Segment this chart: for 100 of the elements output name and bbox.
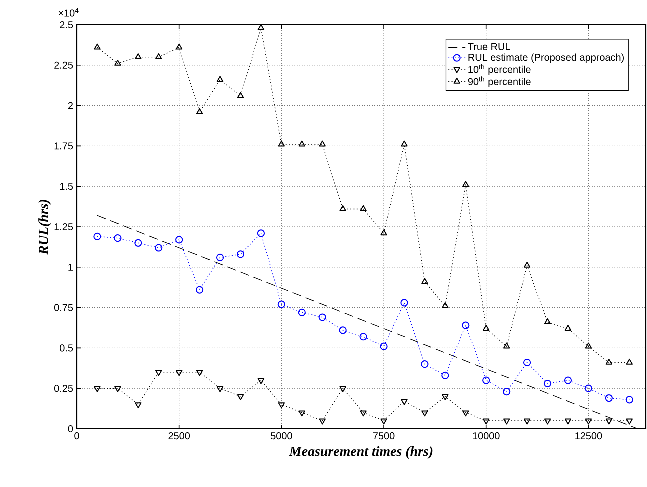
point (380, 418, 388, 425)
point (236, 250, 245, 258)
y-tick-label: 0.75 (54, 304, 74, 312)
point (237, 394, 244, 400)
point (278, 140, 286, 147)
x-tick-label: 10000 (473, 432, 500, 440)
point (462, 181, 470, 188)
point (135, 402, 142, 409)
point (422, 410, 428, 417)
point (94, 232, 102, 240)
point (482, 376, 490, 384)
point (196, 108, 204, 114)
y-tick-label: 0 (68, 425, 74, 433)
point (503, 388, 511, 396)
x-axis-title: Measurement times (hrs) (289, 446, 433, 460)
point (339, 326, 347, 334)
point (564, 325, 572, 331)
y-tick-label: 2.25 (54, 62, 74, 69)
point (278, 300, 286, 308)
text: ×10$^{4}$ (58, 8, 79, 17)
point (605, 394, 613, 402)
legend-label: 10$^{th}$ percentile (468, 64, 531, 76)
point (360, 410, 367, 417)
y-tick-label: 2 (68, 102, 73, 110)
point (585, 418, 592, 425)
point (606, 358, 613, 365)
point (524, 418, 531, 425)
point (196, 286, 204, 294)
point (400, 299, 408, 307)
point (155, 244, 163, 252)
point (340, 386, 346, 392)
point (483, 325, 490, 331)
point (135, 54, 142, 60)
point (401, 140, 408, 147)
legend-label: 90$^{th}$ percentile (468, 76, 531, 88)
point (257, 230, 266, 238)
y-tick-label: 0.25 (54, 385, 74, 392)
y-tick-label: 1.75 (54, 142, 74, 150)
x-tick-label: 2500 (168, 432, 190, 440)
y-tick-label: 2.5 (60, 21, 74, 29)
point (298, 140, 306, 147)
point (114, 60, 122, 66)
point (318, 314, 326, 322)
y-tick-label: 1.5 (60, 183, 74, 190)
y-axis-title: RUL(hrs) (38, 200, 52, 255)
point (216, 76, 224, 82)
point (94, 44, 101, 50)
point (319, 140, 326, 147)
point (503, 342, 510, 349)
point (544, 380, 552, 388)
point (360, 333, 368, 341)
point (94, 386, 101, 392)
point (422, 278, 428, 284)
x-tick-label: 5000 (271, 432, 292, 440)
x-tick-label: 12500 (576, 432, 602, 440)
point (258, 378, 265, 384)
point (176, 370, 183, 376)
point (156, 54, 162, 60)
point (584, 384, 592, 392)
point (483, 418, 490, 425)
point (298, 410, 306, 417)
point (442, 302, 449, 308)
point (585, 342, 592, 349)
point (258, 24, 265, 30)
x-tick-label: 0 (74, 432, 80, 440)
point (462, 322, 470, 330)
point (278, 402, 286, 409)
point (564, 376, 572, 384)
point (626, 418, 633, 425)
x-tick-label: 7500 (373, 432, 395, 440)
point (176, 44, 183, 50)
point (134, 239, 142, 247)
point (523, 358, 532, 367)
y-tick-label: 1 (68, 264, 73, 271)
point (380, 230, 388, 236)
point (237, 92, 244, 98)
point (156, 370, 162, 376)
y-tick-label: 1.25 (54, 223, 74, 231)
point (176, 236, 184, 244)
point (606, 418, 613, 425)
point (564, 418, 572, 425)
point (544, 318, 552, 324)
point (401, 399, 408, 406)
y-tick-label: 0.5 (60, 344, 74, 352)
point (524, 262, 531, 268)
legend-label: True RUL (468, 43, 510, 50)
legend-label: RUL estimate (Proposed approach) (468, 54, 624, 64)
point (298, 308, 306, 316)
point (442, 372, 450, 380)
point (380, 342, 388, 350)
point (114, 234, 122, 242)
point (421, 360, 429, 368)
point (114, 386, 122, 392)
point (216, 386, 224, 392)
point (360, 205, 367, 212)
point (319, 418, 326, 425)
point (196, 370, 204, 376)
point (503, 418, 510, 425)
point (216, 254, 224, 262)
point (544, 418, 552, 425)
